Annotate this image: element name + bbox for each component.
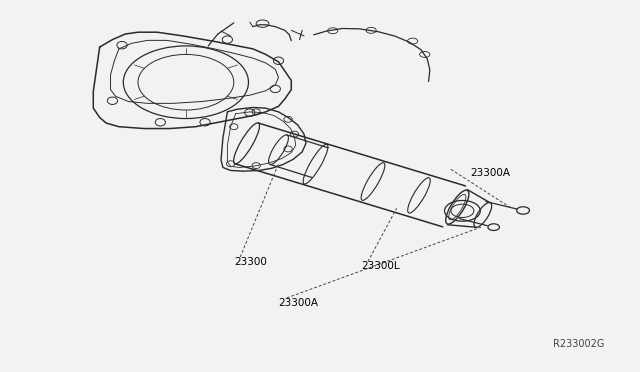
Text: R233002G: R233002G <box>553 339 604 349</box>
Text: 23300L: 23300L <box>362 261 400 271</box>
Text: 23300A: 23300A <box>470 168 510 178</box>
Text: 23300A: 23300A <box>278 298 319 308</box>
Text: 23300: 23300 <box>234 257 267 267</box>
